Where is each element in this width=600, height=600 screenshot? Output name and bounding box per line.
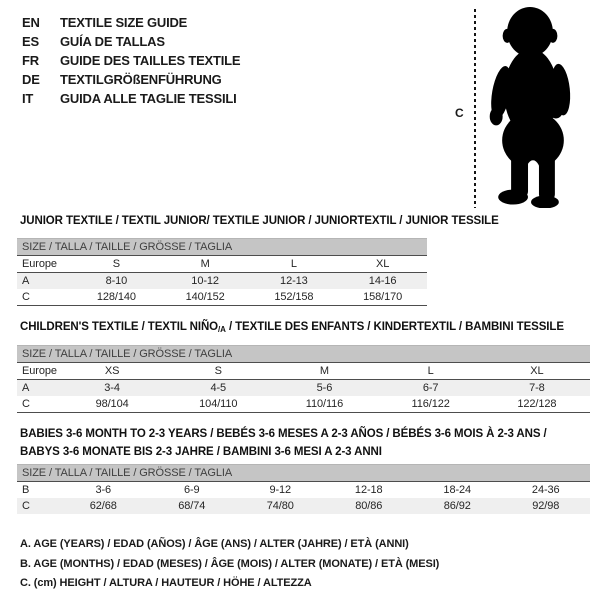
table-cell: 110/116: [271, 396, 378, 413]
table-cell: 12-13: [249, 272, 339, 289]
table-cell: S: [165, 362, 272, 380]
table-cell: 8-10: [72, 272, 161, 289]
height-measure-label: C: [455, 106, 464, 120]
title-line-2: BABYS 3-6 MONATE BIS 2-3 JAHRE / BAMBINI…: [20, 446, 382, 458]
language-code: FR: [22, 53, 39, 68]
title-line-1: BABIES 3-6 MONTH TO 2-3 YEARS / BEBÉS 3-…: [20, 428, 547, 440]
section-babies: BABIES 3-6 MONTH TO 2-3 YEARS / BEBÉS 3-…: [17, 425, 590, 514]
language-header: EN TEXTILE SIZE GUIDE ES GUÍA DE TALLAS …: [22, 13, 241, 108]
table-cell: 6-7: [377, 379, 484, 396]
table-cell: 98/104: [59, 396, 166, 413]
language-title: TEXTILE SIZE GUIDE: [60, 15, 188, 30]
table-cell: 18-24: [443, 484, 472, 496]
title-part: CHILDREN'S TEXTILE / TEXTIL NIÑO: [20, 321, 219, 333]
table-row-age: A 3-4 4-5 5-6 6-7 7-8: [17, 379, 590, 396]
table-cell: 68/74: [147, 498, 236, 514]
size-header-label: SIZE / TALLA / TAILLE / GRÖSSE / TAGLIA: [17, 238, 427, 256]
table-row-height: C 62/68 68/74 74/80 80/86 86/92 92/98: [17, 498, 590, 514]
table-cell: 12-18: [354, 484, 383, 496]
junior-size-table: SIZE / TALLA / TAILLE / GRÖSSE / TAGLIA …: [17, 238, 427, 306]
row-label: Europe: [17, 255, 72, 273]
size-header-bar: SIZE / TALLA / TAILLE / GRÖSSE / TAGLIA: [17, 464, 590, 482]
language-row-en: EN TEXTILE SIZE GUIDE: [22, 13, 240, 32]
table-cell: 7-8: [483, 379, 590, 396]
table-cell: 6-9: [183, 484, 200, 496]
table-cell: 5-6: [271, 379, 378, 396]
table-row-height: C 128/140 140/152 152/158 158/170: [17, 289, 427, 306]
size-header-label: SIZE / TALLA / TAILLE / GRÖSSE / TAGLIA: [17, 464, 590, 482]
table-cell: M: [160, 255, 250, 273]
table-cell: 62/68: [59, 498, 148, 514]
table-cell: XL: [338, 255, 427, 273]
language-title: GUIDA ALLE TAGLIE TESSILI: [60, 91, 237, 106]
section-junior: JUNIOR TEXTILE / TEXTIL JUNIOR/ TEXTILE …: [17, 215, 499, 306]
footnote-c: C. (cm) HEIGHT / ALTURA / HAUTEUR / HÖHE…: [20, 577, 312, 589]
table-cell: 10-12: [160, 272, 250, 289]
language-code: IT: [22, 91, 34, 106]
row-label: B: [22, 484, 30, 496]
height-measure-dashed-line: [474, 9, 476, 208]
footnote-b: B. AGE (MONTHS) / EDAD (MESES) / ÂGE (MO…: [20, 557, 440, 570]
table-cell: 140/152: [160, 289, 250, 306]
table-cell: 9-12: [269, 484, 292, 496]
row-label: A: [17, 272, 72, 289]
section-junior-title: JUNIOR TEXTILE / TEXTIL JUNIOR/ TEXTILE …: [20, 215, 499, 227]
table-cell: 86/92: [413, 498, 502, 514]
table-cell: 3-4: [59, 379, 166, 396]
baby-silhouette-icon: [489, 6, 571, 208]
language-row-fr: FR GUIDE DES TAILLES TEXTILE: [22, 51, 241, 70]
table-row-height: C 98/104 104/110 110/116 116/122 122/128: [17, 396, 590, 413]
table-cell: 74/80: [236, 498, 325, 514]
language-code: EN: [22, 15, 40, 30]
table-cell: L: [249, 255, 339, 273]
language-code: ES: [22, 34, 39, 49]
row-label: Europe: [17, 362, 59, 380]
section-babies-title: BABIES 3-6 MONTH TO 2-3 YEARS / BEBÉS 3-…: [20, 425, 590, 461]
size-header-bar: SIZE / TALLA / TAILLE / GRÖSSE / TAGLIA: [17, 345, 590, 363]
table-cell: XS: [59, 362, 166, 380]
title-subscript: /A: [218, 325, 226, 334]
table-cell: 122/128: [483, 396, 590, 413]
table-cell: 92/98: [501, 498, 590, 514]
language-row-it: IT GUIDA ALLE TAGLIE TESSILI: [22, 89, 240, 108]
table-cell: 104/110: [165, 396, 272, 413]
language-row-de: DE TEXTILGRÖßENFÜHRUNG: [22, 70, 240, 89]
table-cell: M: [271, 362, 378, 380]
language-title: GUÍA DE TALLAS: [60, 34, 165, 49]
table-cell: 80/86: [324, 498, 413, 514]
table-cell: 152/158: [249, 289, 339, 306]
table-cell: XL: [483, 362, 590, 380]
table-cell: L: [377, 362, 484, 380]
table-cell: 158/170: [338, 289, 427, 306]
language-row-es: ES GUÍA DE TALLAS: [22, 32, 240, 51]
language-code: DE: [22, 72, 40, 87]
language-title: GUIDE DES TAILLES TEXTILE: [60, 53, 241, 68]
section-children-title: CHILDREN'S TEXTILE / TEXTIL NIÑO/A / TEX…: [20, 321, 590, 334]
row-label: C: [17, 289, 72, 306]
footnote-a: A. AGE (YEARS) / EDAD (AÑOS) / ÂGE (ANS)…: [20, 538, 409, 550]
section-children: CHILDREN'S TEXTILE / TEXTIL NIÑO/A / TEX…: [17, 321, 590, 413]
size-header-label: SIZE / TALLA / TAILLE / GRÖSSE / TAGLIA: [17, 345, 590, 363]
row-label: C: [17, 396, 59, 413]
footnotes: A. AGE (YEARS) / EDAD (AÑOS) / ÂGE (ANS)…: [20, 535, 439, 594]
table-cell: 4-5: [165, 379, 272, 396]
table-cell: 128/140: [72, 289, 161, 306]
language-title: TEXTILGRÖßENFÜHRUNG: [60, 72, 222, 87]
title-part: / TEXTILE DES ENFANTS / KINDERTEXTIL / B…: [225, 321, 564, 333]
table-row-age: A 8-10 10-12 12-13 14-16: [17, 272, 427, 289]
children-size-table: SIZE / TALLA / TAILLE / GRÖSSE / TAGLIA …: [17, 345, 590, 413]
table-row-months: B 3-6 6-9 9-12 12-18 18-24 24-36: [17, 482, 590, 499]
row-label: A: [17, 379, 59, 396]
table-cell: 24-36: [531, 484, 560, 496]
row-label: C: [17, 498, 59, 514]
table-row-europe: Europe S M L XL: [17, 255, 427, 273]
table-cell: S: [72, 255, 161, 273]
size-header-bar: SIZE / TALLA / TAILLE / GRÖSSE / TAGLIA: [17, 238, 427, 256]
table-cell: 116/122: [377, 396, 484, 413]
table-cell: 3-6: [95, 484, 112, 496]
table-row-europe: Europe XS S M L XL: [17, 362, 590, 380]
table-cell: 14-16: [338, 272, 427, 289]
babies-size-table: SIZE / TALLA / TAILLE / GRÖSSE / TAGLIA …: [17, 464, 590, 514]
